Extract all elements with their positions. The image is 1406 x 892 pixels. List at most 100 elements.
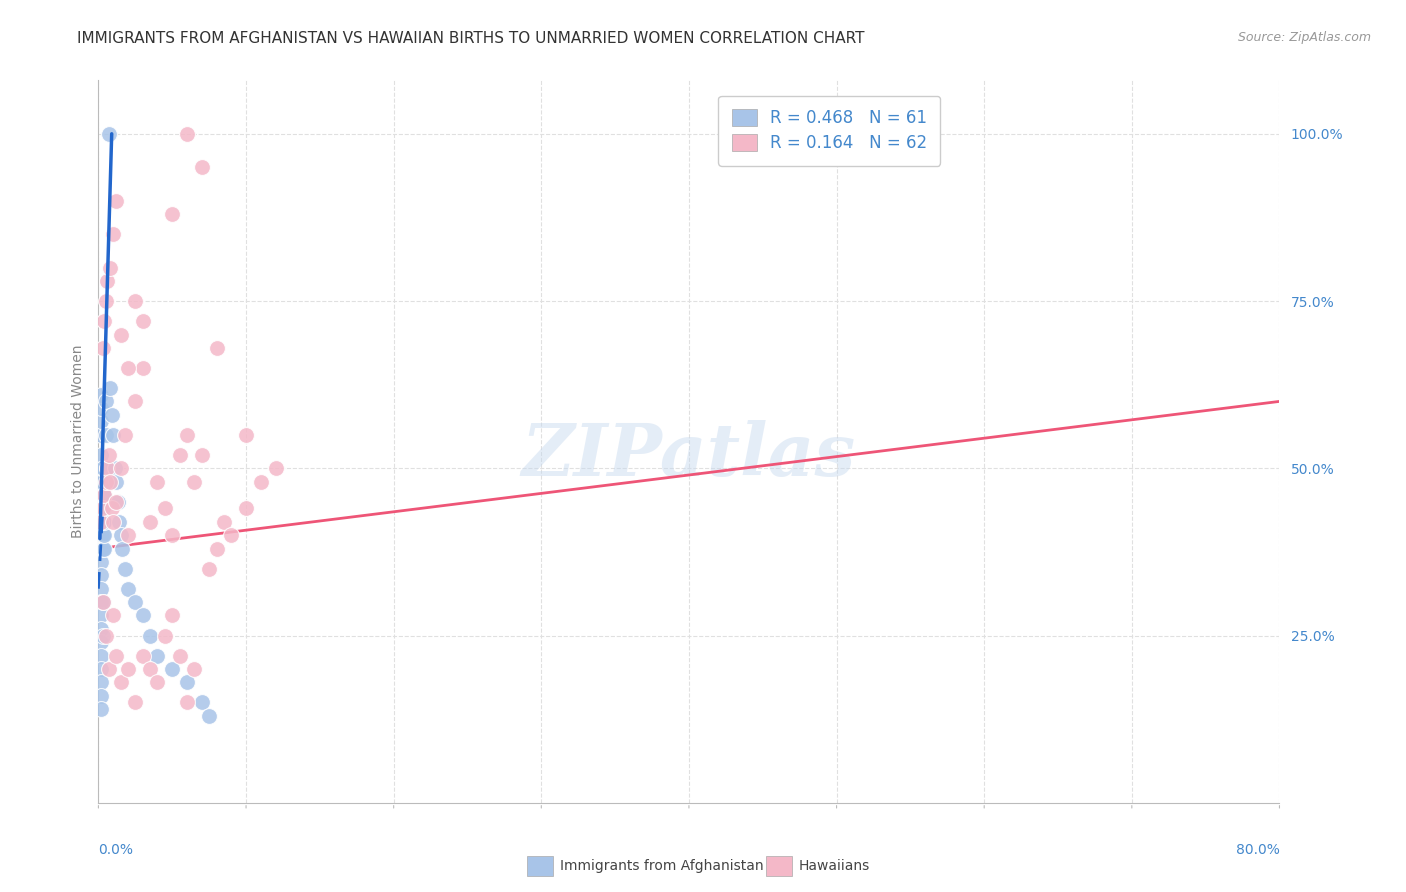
Point (93, 314, 115, 328)
Point (90, 648, 112, 663)
Point (90, 501, 112, 516)
Point (91, 461, 114, 475)
Point (93, 501, 115, 516)
Point (191, 161, 214, 175)
Point (105, 494, 128, 508)
Text: Hawaiians: Hawaiians (799, 859, 870, 873)
Point (91, 628, 114, 642)
Point (146, 675, 169, 690)
Point (98, 381, 121, 395)
Point (105, 475, 128, 489)
Point (91, 528, 114, 542)
Point (162, 662, 183, 676)
Point (94, 475, 117, 489)
Point (132, 608, 155, 623)
Point (93, 515, 115, 529)
Point (96, 475, 118, 489)
Point (110, 461, 132, 475)
Point (191, 696, 214, 710)
Point (110, 675, 132, 690)
Point (100, 408, 122, 422)
Point (97, 448, 120, 462)
Point (91, 488, 114, 502)
Point (114, 562, 136, 576)
Point (104, 461, 127, 475)
Point (264, 461, 287, 475)
Point (191, 448, 214, 462)
Point (90, 387, 112, 401)
Text: Immigrants from Afghanistan: Immigrants from Afghanistan (560, 859, 763, 873)
Point (139, 628, 162, 642)
Point (169, 648, 191, 663)
Point (105, 194, 128, 208)
Point (90, 528, 112, 542)
Point (97, 662, 120, 676)
Point (91, 541, 114, 556)
Point (90, 488, 112, 502)
Point (94, 294, 117, 309)
Point (90, 414, 112, 429)
Point (90, 555, 112, 569)
Point (198, 708, 221, 723)
Point (107, 494, 129, 508)
Legend: R = 0.468   N = 61, R = 0.164   N = 62: R = 0.468 N = 61, R = 0.164 N = 62 (718, 95, 941, 166)
Point (250, 475, 273, 489)
Point (103, 427, 125, 442)
Point (90, 475, 112, 489)
Point (235, 427, 257, 442)
Point (132, 648, 155, 663)
Point (198, 562, 221, 576)
Point (91, 595, 114, 609)
Point (114, 427, 136, 442)
Y-axis label: Births to Unmarried Women: Births to Unmarried Women (70, 345, 84, 538)
Point (235, 501, 257, 516)
Point (103, 515, 125, 529)
Point (90, 635, 112, 649)
Point (176, 675, 198, 690)
Point (90, 689, 112, 703)
Point (117, 662, 139, 676)
Point (124, 294, 146, 309)
Text: IMMIGRANTS FROM AFGHANISTAN VS HAWAIIAN BIRTHS TO UNMARRIED WOMEN CORRELATION CH: IMMIGRANTS FROM AFGHANISTAN VS HAWAIIAN … (77, 31, 865, 46)
Point (96, 461, 118, 475)
Point (146, 475, 169, 489)
Point (169, 448, 191, 462)
Point (162, 528, 183, 542)
Point (90, 622, 112, 636)
Point (90, 662, 112, 676)
Point (91, 595, 114, 609)
Point (91, 515, 114, 529)
Text: 0.0%: 0.0% (98, 843, 134, 856)
Point (91, 501, 114, 516)
Point (90, 515, 112, 529)
Point (212, 515, 235, 529)
Point (90, 702, 112, 716)
Point (90, 541, 112, 556)
Point (162, 207, 183, 221)
Point (111, 541, 134, 556)
Point (110, 327, 132, 342)
Point (205, 341, 228, 355)
Point (117, 582, 139, 596)
Point (97, 127, 120, 141)
Point (183, 475, 205, 489)
Point (183, 662, 205, 676)
Point (153, 501, 176, 516)
Point (91, 501, 114, 516)
Point (221, 528, 243, 542)
Text: Source: ZipAtlas.com: Source: ZipAtlas.com (1237, 31, 1371, 45)
Point (98, 260, 121, 275)
Point (90, 401, 112, 416)
Point (176, 696, 198, 710)
Point (117, 528, 139, 542)
Point (90, 427, 112, 442)
Point (105, 648, 128, 663)
Point (110, 528, 132, 542)
Point (91, 341, 114, 355)
Point (139, 662, 162, 676)
Point (132, 314, 155, 328)
Point (93, 541, 115, 556)
Text: 80.0%: 80.0% (1236, 843, 1279, 856)
Point (117, 361, 139, 376)
Point (139, 515, 162, 529)
